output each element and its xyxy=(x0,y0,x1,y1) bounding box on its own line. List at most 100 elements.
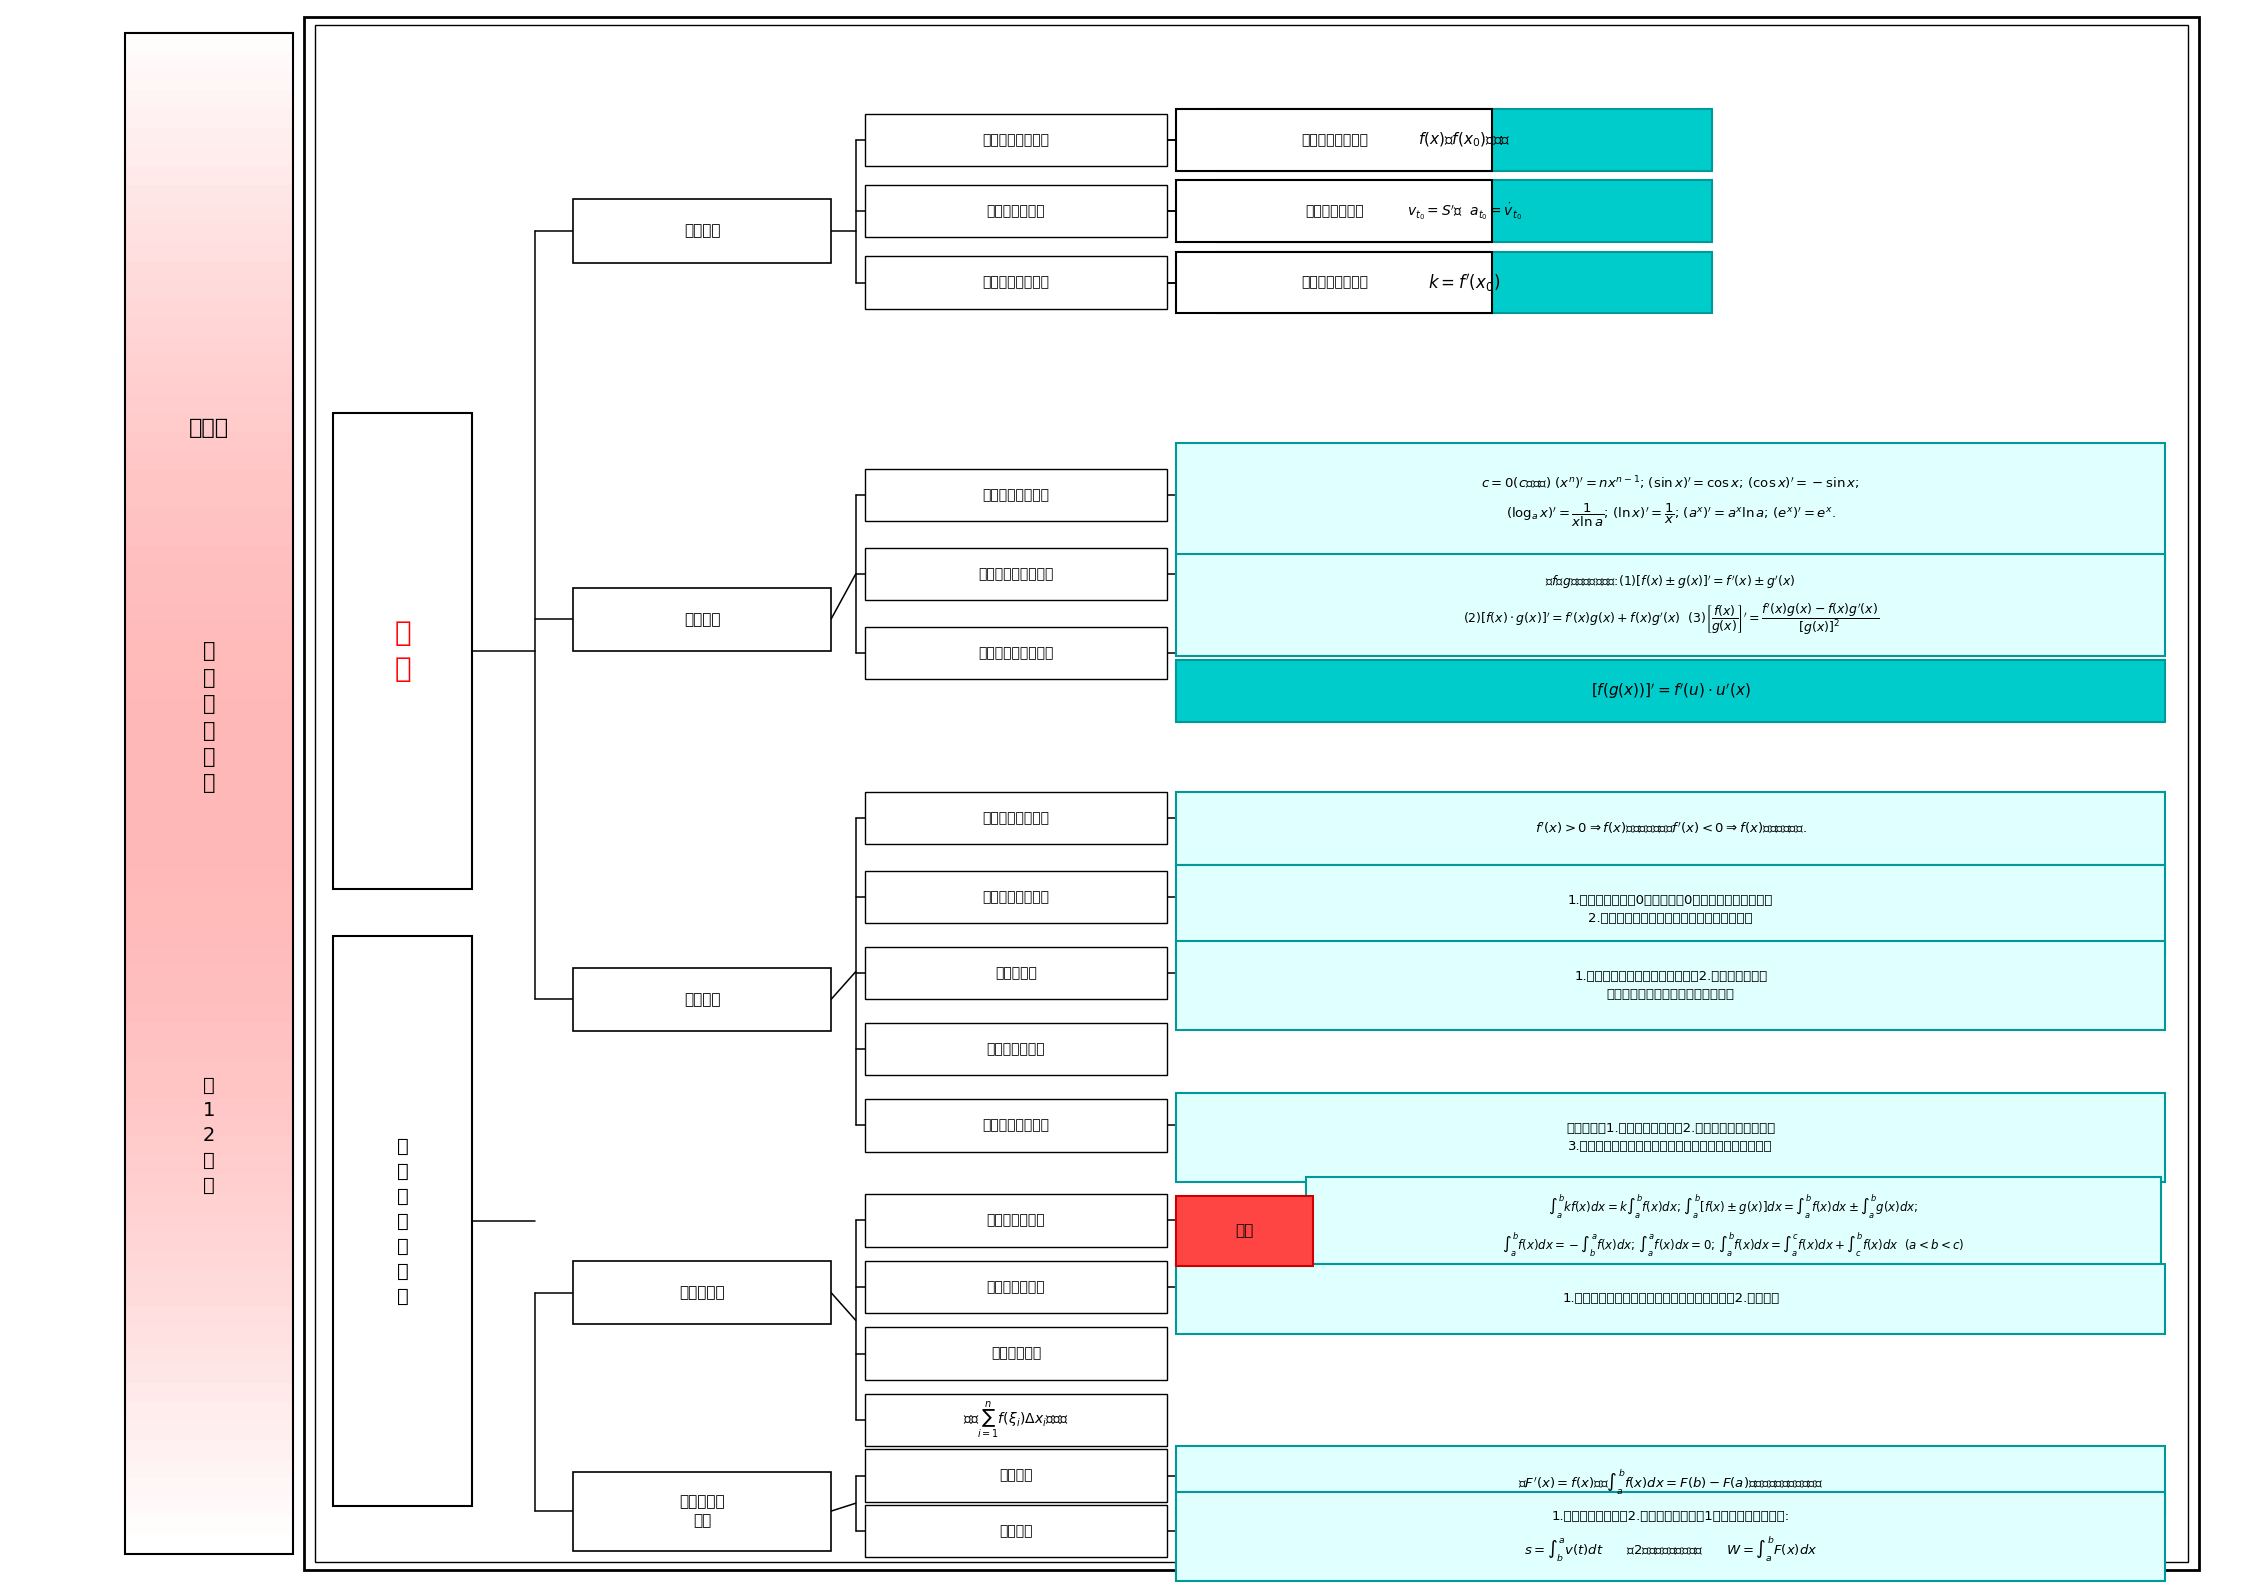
FancyBboxPatch shape xyxy=(864,871,1167,924)
Bar xyxy=(126,411,292,432)
Text: 导
数
及
其
应
用: 导 数 及 其 应 用 xyxy=(202,641,216,794)
Bar xyxy=(126,792,292,813)
Bar xyxy=(126,127,292,148)
FancyBboxPatch shape xyxy=(864,1260,1167,1312)
FancyBboxPatch shape xyxy=(572,587,831,651)
FancyBboxPatch shape xyxy=(1176,1263,2164,1333)
Bar xyxy=(126,697,292,717)
Text: 基本初等函数求导: 基本初等函数求导 xyxy=(983,487,1048,501)
FancyBboxPatch shape xyxy=(1307,1178,2160,1273)
FancyBboxPatch shape xyxy=(1176,865,2164,954)
Text: 定
积
分
与
微
积
分: 定 积 分 与 微 积 分 xyxy=(397,1136,409,1306)
FancyBboxPatch shape xyxy=(1176,941,2164,1030)
FancyBboxPatch shape xyxy=(1176,110,1493,171)
FancyBboxPatch shape xyxy=(864,1449,1167,1501)
Bar xyxy=(126,944,292,965)
Text: 函数的极值与最值: 函数的极值与最值 xyxy=(983,890,1048,905)
Bar xyxy=(126,1001,292,1022)
Bar xyxy=(126,487,292,508)
Bar xyxy=(126,279,292,300)
Bar xyxy=(126,1495,292,1516)
Bar xyxy=(126,735,292,755)
Bar xyxy=(126,1173,292,1193)
Bar xyxy=(126,165,292,186)
Bar xyxy=(126,354,292,375)
Text: $c=0$($c$为常数) $(x^n)'=nx^{n-1}$; $(\sin x)'=\cos x$; $(\cos x)'=-\sin x$;
$(\log: $c=0$($c$为常数) $(x^n)'=nx^{n-1}$; $(\sin … xyxy=(1482,475,1859,530)
Text: 若$F'(x)=f(x)$，则$\int_a^b f(x)dx=F(b)-F(a)$（牛顿－莱布尼兹公式）: 若$F'(x)=f(x)$，则$\int_a^b f(x)dx=F(b)-F(a… xyxy=(1518,1466,1823,1495)
Bar xyxy=(126,1438,292,1458)
Bar xyxy=(126,1020,292,1041)
Bar xyxy=(126,1457,292,1477)
FancyBboxPatch shape xyxy=(1176,252,1493,314)
Bar xyxy=(126,1211,292,1232)
Text: 曲线的切线的斜率: 曲线的切线的斜率 xyxy=(1300,276,1367,289)
FancyBboxPatch shape xyxy=(1217,110,1713,171)
Text: $f'(x)>0\Rightarrow f(x)$在该区间递增，$f'(x)<0\Rightarrow f(x)$在该区间递减.: $f'(x)>0\Rightarrow f(x)$在该区间递增，$f'(x)<0… xyxy=(1536,820,1807,836)
Text: 运动的平均速度: 运动的平均速度 xyxy=(988,205,1046,219)
Bar xyxy=(126,1230,292,1249)
Bar xyxy=(126,1154,292,1174)
Text: 曲线的割线的斜率: 曲线的割线的斜率 xyxy=(983,276,1048,289)
FancyBboxPatch shape xyxy=(1176,660,2164,722)
Bar xyxy=(126,678,292,698)
Text: 变速运动的速度: 变速运动的速度 xyxy=(988,1043,1046,1057)
FancyBboxPatch shape xyxy=(864,627,1167,679)
Bar xyxy=(126,203,292,224)
Bar xyxy=(126,1362,292,1382)
FancyBboxPatch shape xyxy=(1176,1197,1313,1265)
Bar xyxy=(126,1476,292,1497)
Bar xyxy=(126,1514,292,1535)
Bar xyxy=(126,1381,292,1401)
Text: 1.极值点的导数为0，但导数为0的点不一定是极值点；
2.闭区间一定有最值，开区间不一定有最值。: 1.极值点的导数为0，但导数为0的点不一定是极值点； 2.闭区间一定有最值，开区… xyxy=(1567,893,1774,925)
FancyBboxPatch shape xyxy=(864,947,1167,1000)
Bar xyxy=(126,260,292,281)
Text: 微积分基本
定理: 微积分基本 定理 xyxy=(680,1493,725,1528)
FancyBboxPatch shape xyxy=(864,1024,1167,1076)
Bar xyxy=(126,887,292,908)
Bar xyxy=(126,1192,292,1212)
Bar xyxy=(126,716,292,736)
Bar xyxy=(126,373,292,394)
Bar xyxy=(126,430,292,451)
Bar xyxy=(126,906,292,927)
Bar xyxy=(126,1116,292,1136)
FancyBboxPatch shape xyxy=(572,968,831,1032)
FancyBboxPatch shape xyxy=(1176,443,2164,560)
Text: $k=f'(x_0)$: $k=f'(x_0)$ xyxy=(1428,271,1500,294)
Bar xyxy=(126,108,292,129)
Bar xyxy=(126,525,292,546)
Bar xyxy=(126,70,292,90)
FancyBboxPatch shape xyxy=(1176,1093,2164,1182)
Text: 函数的平均变化率: 函数的平均变化率 xyxy=(983,133,1048,148)
Bar xyxy=(126,1078,292,1098)
Text: 和式$\sum_{i=1}^{n}f(\xi_i)\Delta x_i$的极限: 和式$\sum_{i=1}^{n}f(\xi_i)\Delta x_i$的极限 xyxy=(963,1400,1069,1441)
Bar xyxy=(126,811,292,832)
Bar xyxy=(126,754,292,774)
FancyBboxPatch shape xyxy=(864,114,1167,167)
Bar xyxy=(126,1135,292,1155)
Bar xyxy=(126,449,292,470)
FancyBboxPatch shape xyxy=(864,1100,1167,1152)
Bar xyxy=(126,963,292,984)
Bar xyxy=(126,1343,292,1363)
Bar xyxy=(126,1419,292,1439)
Bar xyxy=(126,563,292,584)
Bar xyxy=(126,982,292,1003)
Bar xyxy=(126,51,292,71)
FancyBboxPatch shape xyxy=(572,1260,831,1324)
Text: 考点四: 考点四 xyxy=(189,419,229,438)
FancyBboxPatch shape xyxy=(864,468,1167,521)
Text: $[f(g(x))]' = f'(u)\cdot u'(x)$: $[f(g(x))]' = f'(u)\cdot u'(x)$ xyxy=(1592,681,1751,701)
Bar xyxy=(126,89,292,110)
Text: 导数概念: 导数概念 xyxy=(685,611,721,627)
FancyBboxPatch shape xyxy=(572,200,831,263)
Text: 函数的单调性研究: 函数的单调性研究 xyxy=(983,811,1048,825)
Bar xyxy=(126,925,292,946)
Bar xyxy=(126,222,292,243)
FancyBboxPatch shape xyxy=(864,548,1167,600)
Bar xyxy=(126,1305,292,1325)
Text: 1.曲线上某点处切线，只有一条；2.过某点的曲线的
切线不一定只一条，要设切点坐标。: 1.曲线上某点处切线，只有一条；2.过某点的曲线的 切线不一定只一条，要设切点坐… xyxy=(1574,970,1767,1001)
FancyBboxPatch shape xyxy=(864,1195,1167,1246)
Text: 导数的四则运算法则: 导数的四则运算法则 xyxy=(979,567,1053,581)
Text: 生活中最优化问题: 生活中最优化问题 xyxy=(983,1119,1048,1133)
